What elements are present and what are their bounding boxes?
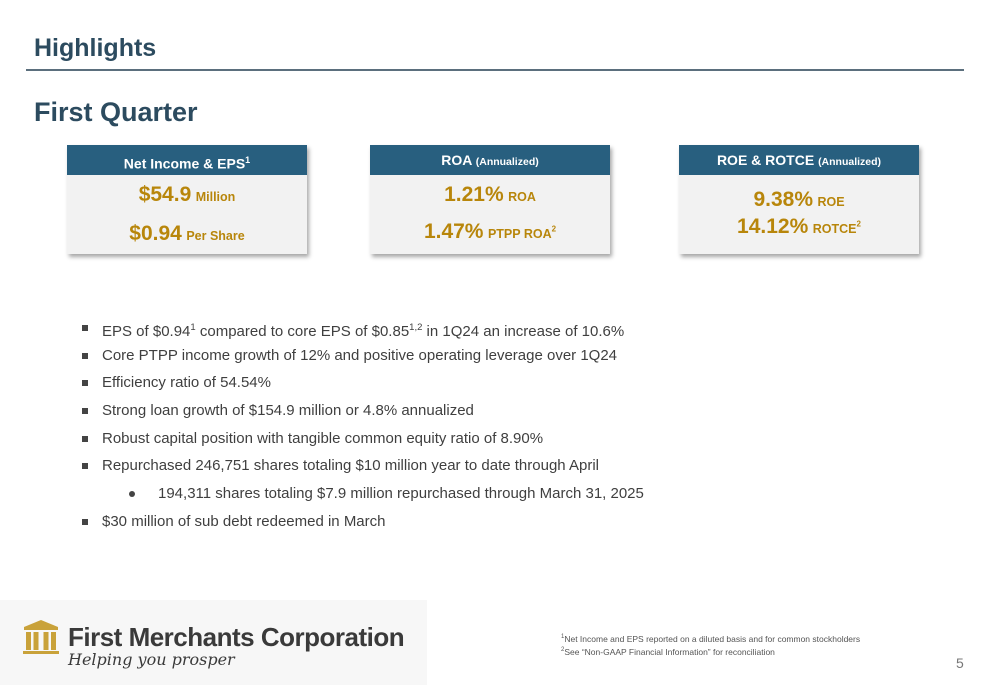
page-title: Highlights <box>34 34 157 62</box>
card-net-income-eps: Net Income & EPS1 $54.9 Million $0.94 Pe… <box>67 145 307 254</box>
card-header-note: (Annualized) <box>818 156 882 168</box>
metric-ptpp-roa: 1.47% PTPP ROA2 <box>370 220 610 244</box>
metric-value: 14.12% <box>737 215 809 238</box>
card-header: ROA (Annualized) <box>370 145 610 175</box>
footnote-ref: 1,2 <box>409 322 423 333</box>
logo-area <box>0 600 427 685</box>
list-item: Repurchased 246,751 shares totaling $10 … <box>82 456 644 484</box>
square-bullet-icon <box>82 352 88 359</box>
metric-value: 1.21% <box>444 183 504 206</box>
metric-value: $54.9 <box>138 183 192 206</box>
metric-value: $0.94 <box>129 222 182 245</box>
list-item: Core PTPP income growth of 12% and posit… <box>82 346 644 374</box>
card-header-note: (Annualized) <box>475 156 539 168</box>
footnote: 2See “Non-GAAP Financial Information” fo… <box>561 646 775 657</box>
square-bullet-icon <box>82 325 88 331</box>
sub-list-item: 194,311 shares totaling $7.9 million rep… <box>82 484 644 512</box>
metric-unit: ROA <box>508 190 536 204</box>
card-roa: ROA (Annualized) 1.21% ROA 1.47% PTPP RO… <box>370 145 610 254</box>
card-roe-rotce: ROE & ROTCE (Annualized) 9.38% ROE 14.12… <box>679 145 919 254</box>
metric-value: 9.38% <box>753 188 813 211</box>
page-number: 5 <box>956 655 964 671</box>
footnote-ref: 2 <box>856 219 861 229</box>
footnote: 1Net Income and EPS reported on a dilute… <box>561 633 861 644</box>
metric-unit: ROE <box>817 195 845 209</box>
metric-unit: PTPP ROA <box>487 227 552 241</box>
list-item: EPS of $0.941 compared to core EPS of $0… <box>82 318 644 346</box>
metric-unit: Million <box>195 190 236 204</box>
building-columns-icon <box>23 620 59 654</box>
metric-net-income: $54.9 Million <box>67 183 307 207</box>
metric-value: 1.47% <box>423 220 484 243</box>
round-bullet-icon <box>129 491 135 498</box>
footnotes: 1Net Income and EPS reported on a dilute… <box>561 632 860 658</box>
title-divider <box>26 69 964 71</box>
square-bullet-icon <box>82 380 88 387</box>
card-header-label: Net Income & EPS <box>123 155 246 172</box>
card-header-label: ROE & ROTCE <box>716 152 815 168</box>
metric-roa: 1.21% ROA <box>370 183 610 207</box>
card-header-label: ROA <box>441 152 472 168</box>
metric-unit: Per Share <box>186 229 245 243</box>
list-item: Robust capital position with tangible co… <box>82 429 644 457</box>
square-bullet-icon <box>82 463 88 470</box>
card-header: ROE & ROTCE (Annualized) <box>679 145 919 175</box>
section-title: First Quarter <box>34 97 198 127</box>
square-bullet-icon <box>82 408 88 415</box>
highlights-list: EPS of $0.941 compared to core EPS of $0… <box>82 318 644 540</box>
square-bullet-icon <box>82 435 88 442</box>
square-bullet-icon <box>82 518 88 525</box>
footnote-ref: 1 <box>190 322 196 333</box>
footnote-ref: 1 <box>245 155 251 165</box>
company-tagline: Helping you prosper <box>68 650 235 669</box>
footnote-ref: 2 <box>551 224 557 234</box>
company-name: First Merchants Corporation <box>68 622 405 652</box>
list-item: $30 million of sub debt redeemed in Marc… <box>82 512 644 540</box>
list-item: Efficiency ratio of 54.54% <box>82 373 644 401</box>
metric-unit: ROTCE <box>812 222 857 236</box>
metric-roe: 9.38% ROE <box>679 188 919 212</box>
card-header: Net Income & EPS1 <box>67 145 307 175</box>
metric-eps: $0.94 Per Share <box>67 222 307 246</box>
metric-rotce: 14.12% ROTCE2 <box>679 215 919 239</box>
list-item: Strong loan growth of $154.9 million or … <box>82 401 644 429</box>
